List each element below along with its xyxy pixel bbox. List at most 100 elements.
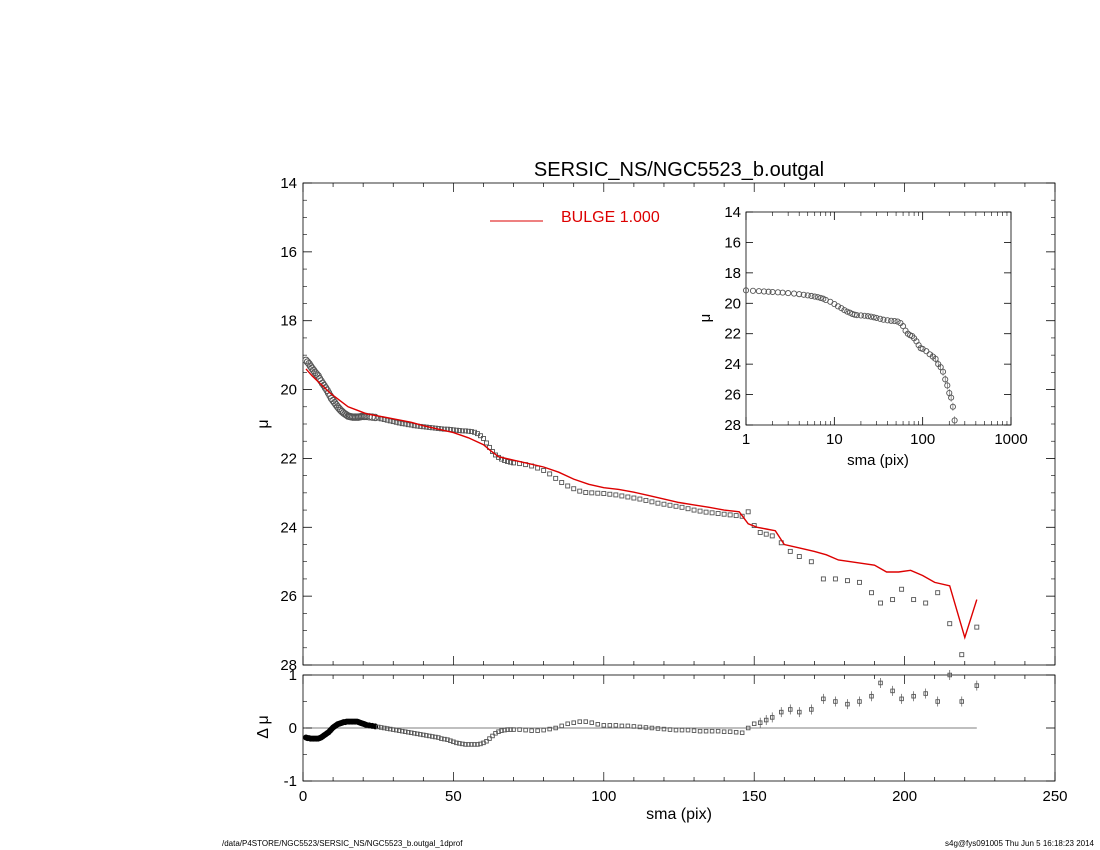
residual-point — [571, 720, 576, 725]
inset-point — [949, 403, 956, 410]
residual-point — [809, 707, 814, 712]
profile-point — [589, 490, 595, 496]
profile-point — [844, 578, 850, 584]
main-y-tick-label: 28 — [280, 657, 297, 674]
inset-y-tick-label: 14 — [724, 204, 741, 221]
inset-x-axis-label: sma (pix) — [847, 452, 909, 469]
profile-point — [709, 510, 715, 516]
residual-x-tick-label: 0 — [299, 788, 307, 805]
residual-point — [390, 727, 396, 732]
inset-point — [884, 317, 891, 324]
inset-y-axis: 14 16 18 20 22 24 26 28 — [724, 204, 1011, 434]
residual-point — [911, 693, 916, 699]
profile-point — [508, 459, 514, 465]
residual-point — [472, 742, 477, 747]
residual-point — [406, 729, 411, 735]
inset-x-tick-label: 1000 — [994, 431, 1027, 448]
inset-point — [838, 305, 845, 312]
residual-point — [601, 723, 607, 728]
residual-point — [769, 715, 775, 720]
legend-label: BULGE 1.000 — [561, 209, 660, 226]
profile-point — [625, 494, 631, 500]
profile-point — [459, 428, 465, 434]
profile-point — [402, 421, 408, 427]
profile-point — [547, 471, 553, 477]
residual-point — [463, 742, 468, 747]
residual-point — [466, 742, 471, 747]
profile-point — [390, 419, 396, 425]
residual-point — [478, 741, 483, 747]
residual-point — [721, 729, 727, 734]
profile-point — [857, 579, 862, 585]
residual-point — [974, 683, 980, 688]
residual-point — [381, 725, 387, 731]
inset-point — [785, 290, 792, 297]
residual-y-axis: -1 0 1 — [284, 667, 1055, 790]
profile-point — [478, 433, 483, 439]
residual-point — [418, 732, 423, 737]
residual-point — [845, 701, 850, 707]
profile-point — [601, 491, 607, 496]
profile-point — [505, 459, 510, 464]
profile-point — [890, 597, 896, 603]
residual-point — [821, 696, 826, 702]
profile-point — [456, 428, 462, 433]
residual-point — [613, 723, 619, 728]
profile-point — [583, 490, 589, 495]
residual-point — [878, 680, 883, 686]
residual-point — [935, 699, 940, 704]
inset-log-panel: 14 16 18 20 22 24 26 28 1 10 100 1000 sma (pix) μ — [697, 204, 1028, 469]
residual-point — [727, 729, 733, 734]
inset-point — [915, 342, 922, 349]
footer-file-path: /data/P4STORE/NGC5523/SERSIC_NS/NGC5523_… — [222, 839, 463, 848]
inset-point — [932, 355, 939, 362]
residual-x-tick-label: 100 — [591, 788, 616, 805]
inset-point — [867, 313, 875, 320]
residual-point — [667, 727, 673, 732]
inset-y-tick-label: 28 — [724, 417, 741, 434]
inset-point — [760, 288, 768, 295]
profile-point — [739, 513, 745, 519]
profile-point — [899, 586, 905, 592]
profile-point — [405, 422, 411, 428]
inset-point — [861, 312, 868, 319]
inset-y-tick-label: 16 — [724, 234, 741, 251]
residual-point — [424, 733, 429, 738]
main-x-axis — [302, 183, 1056, 665]
main-profile-panel: SERSIC_NS/NGC5523_b.outgal 14 16 18 20 22 24 2… — [255, 159, 1056, 674]
footer-timestamp: s4g@fys091005 Thu Jun 5 16:18:23 2014 — [945, 839, 1095, 848]
profile-point — [453, 427, 459, 433]
inset-point — [808, 292, 815, 300]
inset-point — [948, 394, 955, 401]
inset-point — [857, 312, 864, 319]
residual-point — [378, 725, 384, 730]
inset-point — [891, 318, 898, 325]
main-y-tick-label: 26 — [280, 588, 297, 605]
profile-point — [715, 511, 721, 516]
profile-point — [796, 554, 802, 559]
main-y-tick-label: 22 — [280, 450, 297, 467]
inset-point — [942, 376, 949, 383]
profile-point — [763, 531, 769, 537]
residual-point — [523, 727, 528, 733]
profile-point — [450, 427, 456, 433]
residual-point — [487, 736, 492, 741]
residual-point — [625, 723, 631, 729]
inset-point — [864, 313, 871, 320]
residual-point — [439, 736, 444, 741]
inset-point — [900, 323, 907, 330]
profile-point — [769, 533, 775, 539]
inset-point — [844, 308, 851, 315]
residual-point — [661, 726, 667, 732]
profile-point — [703, 509, 709, 515]
profile-point — [697, 508, 703, 514]
inset-point — [944, 382, 951, 389]
residual-point — [745, 725, 751, 731]
residual-point — [655, 726, 661, 731]
inset-point — [851, 311, 858, 318]
residual-point — [583, 719, 589, 724]
residual-point — [763, 717, 769, 723]
residual-point — [619, 723, 625, 729]
profile-point — [371, 413, 379, 422]
